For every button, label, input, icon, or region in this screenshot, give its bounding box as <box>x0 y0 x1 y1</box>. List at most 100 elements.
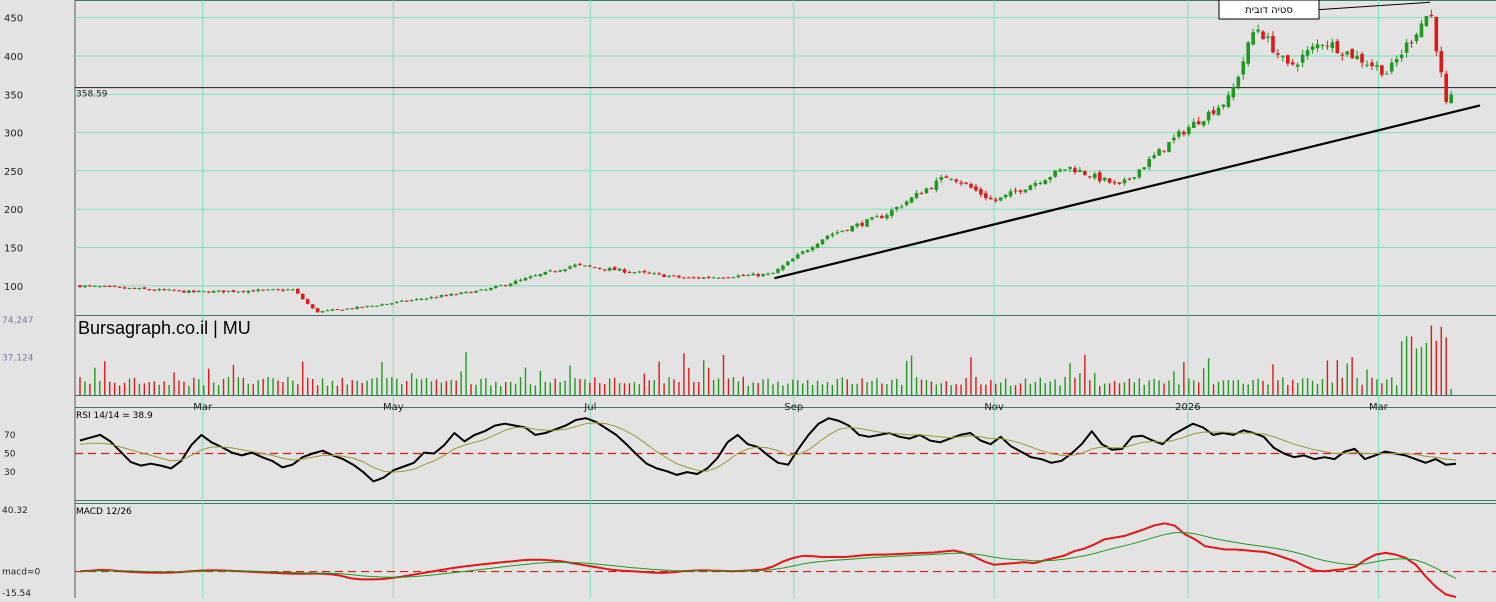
candle-body <box>1033 183 1038 186</box>
candle-body <box>1023 189 1028 193</box>
volume-tick-label: 74,247 <box>2 316 34 326</box>
candle-body <box>78 285 82 288</box>
candle-body <box>1380 65 1384 75</box>
candle-body <box>1043 180 1048 185</box>
candle-body <box>236 291 241 293</box>
candle-body <box>197 290 201 292</box>
rsi-series-rsi <box>79 417 1457 483</box>
candle-body <box>791 258 795 262</box>
candle-body <box>1028 185 1033 191</box>
candle-body <box>1078 170 1082 173</box>
candle-body <box>548 270 553 272</box>
candle-body <box>286 289 290 291</box>
candle-body <box>860 222 864 226</box>
candle-body <box>672 275 676 277</box>
candle-body <box>147 289 152 291</box>
candle-body <box>919 193 924 195</box>
candle-body <box>642 271 647 273</box>
candle-body <box>1137 169 1142 178</box>
candle-body <box>187 290 191 293</box>
candle-body <box>340 309 345 311</box>
candle-body <box>553 271 557 273</box>
candle-body <box>1063 169 1067 171</box>
candle-body <box>1196 121 1201 125</box>
candle-body <box>1216 107 1221 116</box>
candle-body <box>721 277 726 279</box>
candle-body <box>795 254 800 259</box>
candle-body <box>216 290 221 292</box>
candle-body <box>399 300 404 302</box>
candle-body <box>746 275 751 277</box>
candle-body <box>1246 42 1250 64</box>
price-tick-label: 200 <box>4 205 23 216</box>
candle-body <box>1187 127 1191 135</box>
macd-tick-label: -15.54 <box>2 589 31 598</box>
candle-body <box>815 243 820 248</box>
candle-body <box>296 288 300 294</box>
candle-body <box>528 276 533 279</box>
candle-body <box>449 293 454 296</box>
candle-body <box>1419 23 1424 38</box>
x-axis-label: Nov <box>984 402 1004 413</box>
candle-body <box>1162 150 1166 152</box>
candle-body <box>706 277 711 279</box>
candle-body <box>870 217 874 220</box>
candle-body <box>657 273 661 275</box>
candle-body <box>701 277 706 279</box>
candle-body <box>1340 54 1345 56</box>
candle-body <box>226 290 231 292</box>
candle-body <box>231 290 236 292</box>
candle-body <box>1256 29 1260 32</box>
price-tick-label: 250 <box>4 167 23 178</box>
candle-body <box>1167 142 1171 153</box>
candle-body <box>865 219 869 227</box>
macd-tick-label: 40.32 <box>2 506 28 516</box>
candle-body <box>597 267 602 269</box>
candle-body <box>429 297 434 299</box>
macd-label: MACD 12/26 <box>76 507 132 517</box>
candle-body <box>850 225 854 232</box>
candle-body <box>924 188 929 194</box>
candle-body <box>1300 54 1305 63</box>
candle-body <box>1335 41 1340 54</box>
candle-body <box>345 308 350 310</box>
macd-tick-label: macd=0 <box>2 568 40 578</box>
candle-body <box>1414 34 1419 42</box>
candle-body <box>221 290 226 293</box>
rsi-label: RSI 14/14 = 38.9 <box>76 411 153 421</box>
candle-body <box>162 289 166 291</box>
candle-body <box>518 279 523 281</box>
rsi-panel <box>75 417 1496 483</box>
candle-body <box>167 289 171 291</box>
candle-body <box>1068 166 1072 169</box>
candle-body <box>602 269 607 271</box>
candle-body <box>434 297 439 299</box>
candle-body <box>776 268 780 273</box>
price-tick-label: 450 <box>4 14 23 25</box>
candle-body <box>206 291 211 293</box>
candle-body <box>989 197 993 200</box>
candle-body <box>132 287 137 289</box>
candle-body <box>573 264 577 267</box>
candle-body <box>855 223 859 227</box>
candle-body <box>1182 131 1186 135</box>
candle-body <box>211 290 216 293</box>
candle-body <box>979 189 983 195</box>
x-axis-label: Sep <box>784 402 803 413</box>
candle-body <box>1092 173 1097 179</box>
candle-body <box>1385 73 1389 75</box>
candle-body <box>563 269 567 272</box>
candle-body <box>805 250 810 252</box>
candle-body <box>1404 42 1409 53</box>
candle-body <box>1201 121 1206 126</box>
candle-body <box>117 286 122 288</box>
candle-body <box>390 303 394 305</box>
candle-body <box>682 277 686 279</box>
candle-body <box>1449 94 1453 104</box>
candle-body <box>1345 51 1349 55</box>
candle-body <box>276 289 280 291</box>
candle-body <box>251 290 256 292</box>
candle-body <box>385 303 389 305</box>
candle-body <box>241 291 246 293</box>
candle-body <box>177 290 181 292</box>
